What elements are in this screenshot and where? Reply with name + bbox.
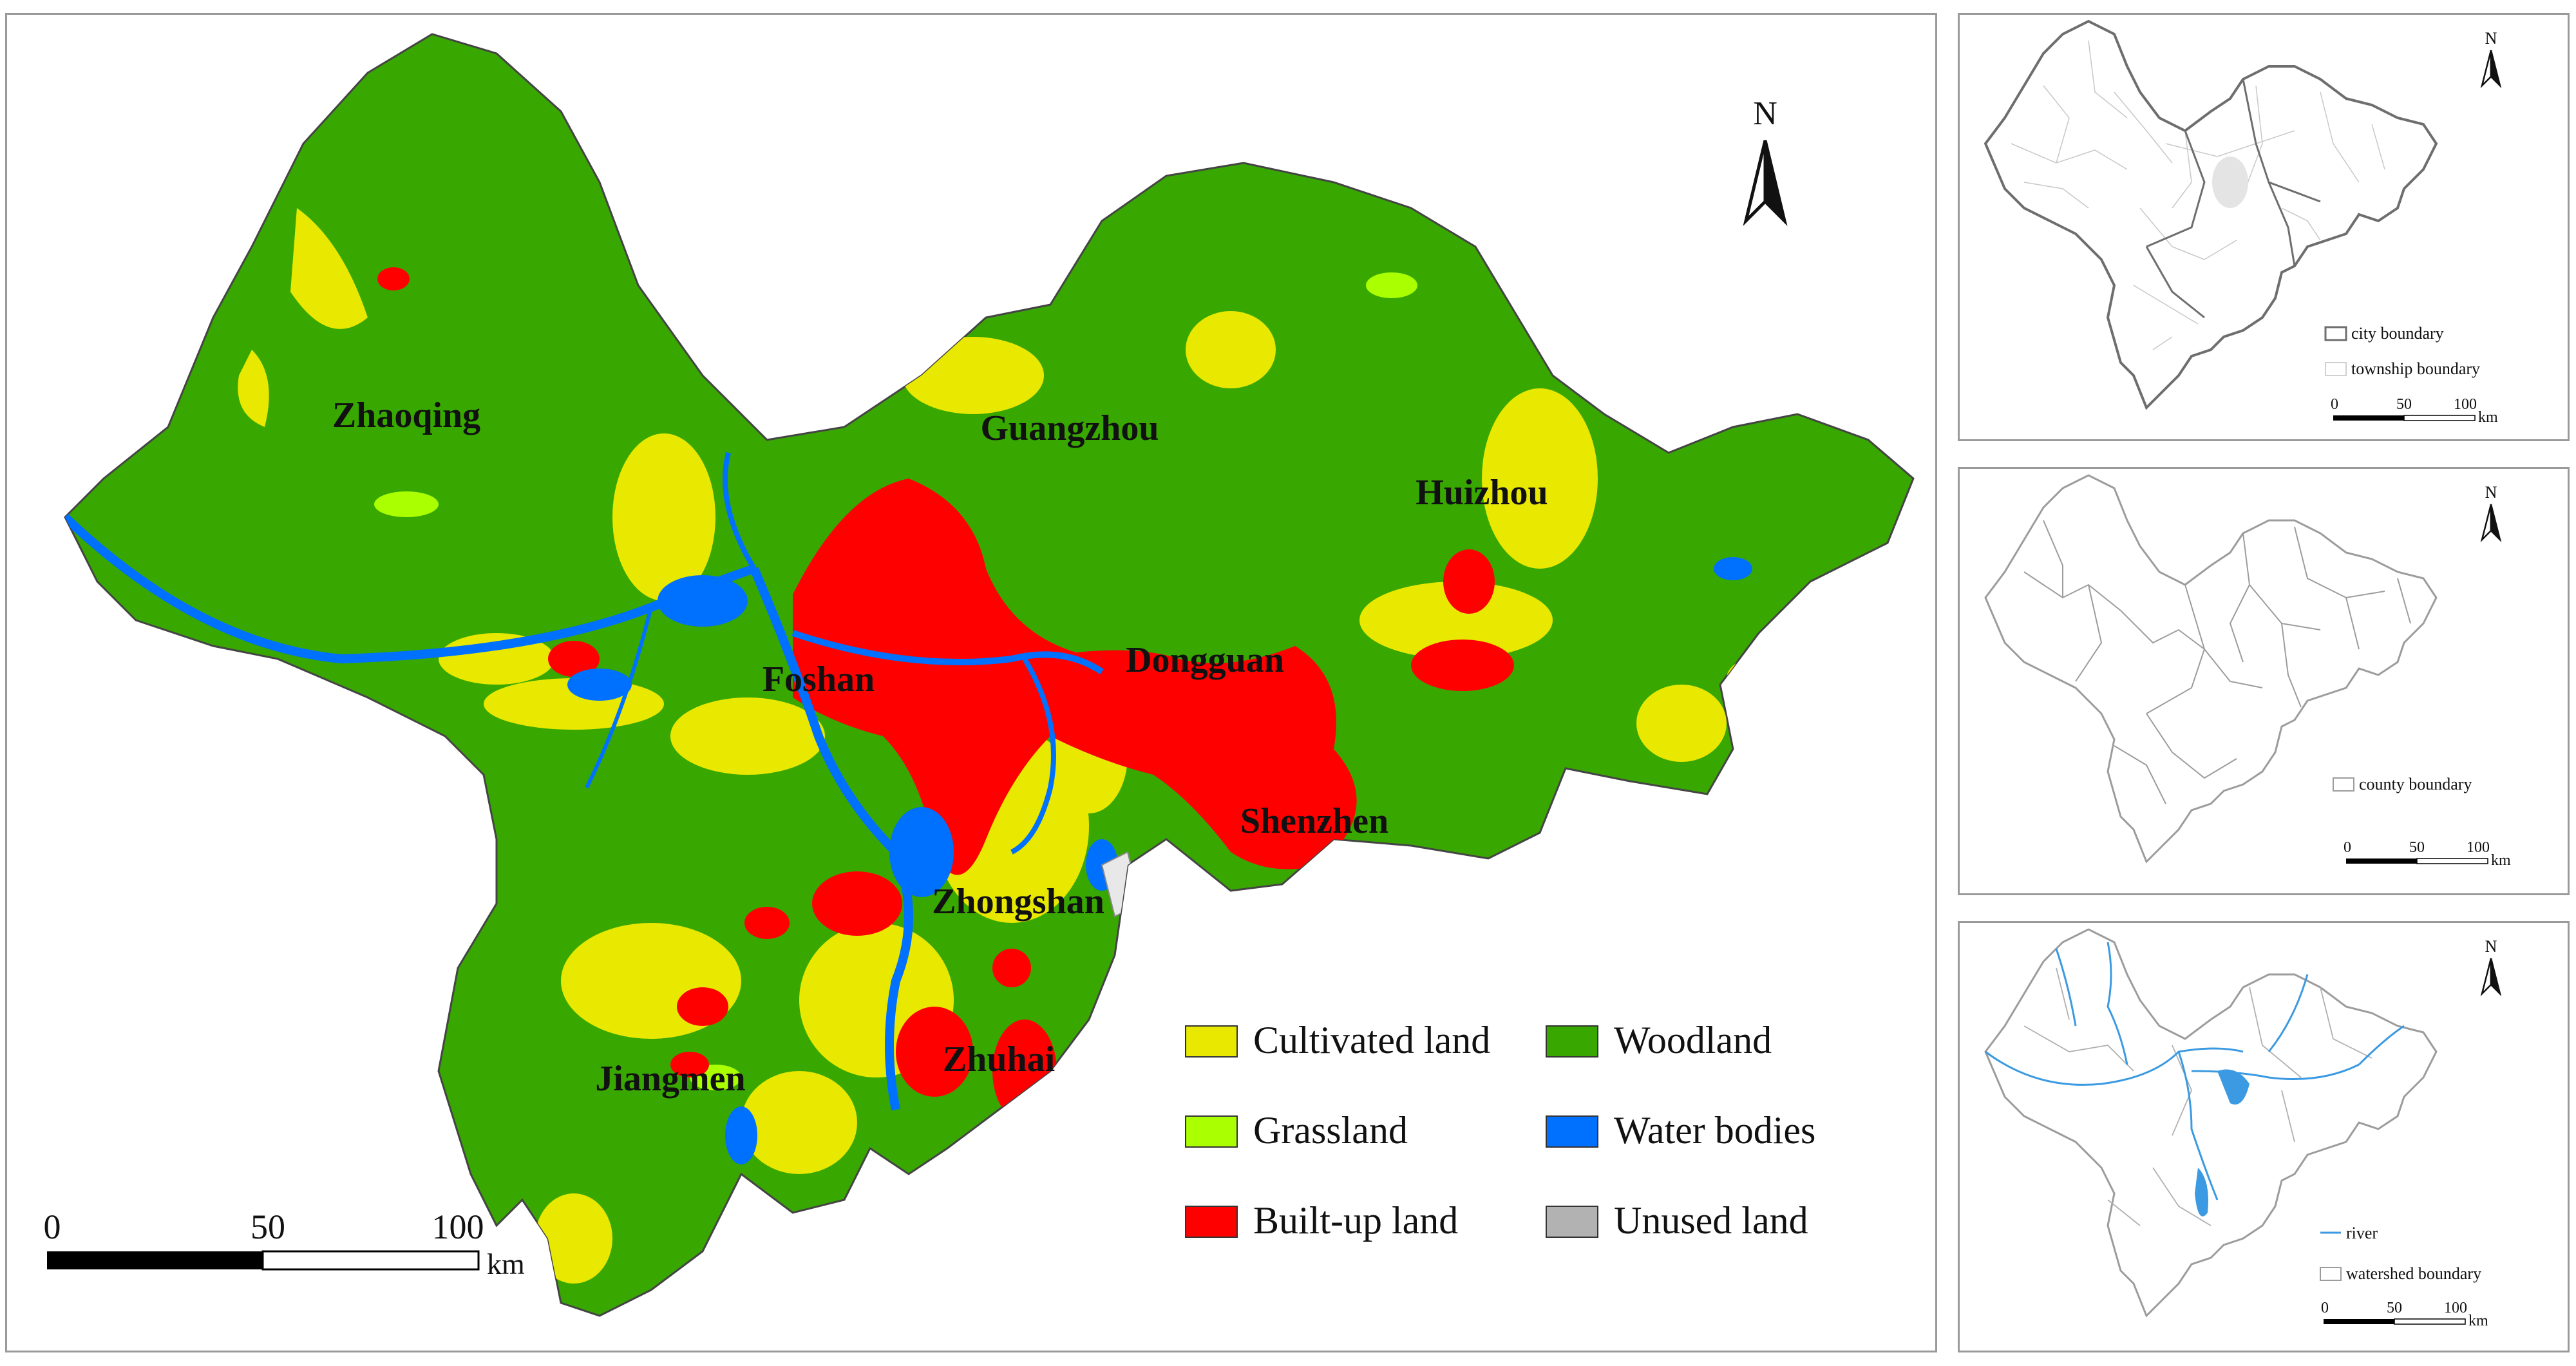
built-up-land-patches (377, 267, 1514, 1123)
svg-text:0: 0 (2331, 396, 2338, 413)
county-boundary-panel: N county boundary 0 50 100 km (1958, 467, 2570, 895)
dense-township-area (2212, 157, 2248, 208)
svg-text:N: N (2485, 29, 2497, 48)
svg-text:50: 50 (2409, 839, 2425, 856)
county-boundary-map: N county boundary 0 50 100 km (1984, 474, 2511, 869)
north-arrow-icon: N (1743, 95, 1788, 227)
scale-bar: 0 50 100 km (2344, 839, 2511, 869)
legend-unused-land: Unused land (1546, 1199, 1808, 1242)
rivers (1985, 942, 2405, 1200)
legend-water-bodies: Water bodies (1546, 1109, 1815, 1152)
svg-text:river: river (2346, 1224, 2378, 1242)
land-use-legend: Cultivated land Woodland Grassland Water… (1185, 1019, 1815, 1242)
svg-text:Grassland: Grassland (1253, 1109, 1408, 1152)
land-use-map: Zhaoqing Guangzhou Huizhou Foshan Donggu… (44, 33, 1915, 1317)
county-outline (1984, 474, 2438, 863)
city-label-zhaoqing: Zhaoqing (332, 395, 480, 435)
township-boundaries (2011, 40, 2385, 350)
svg-text:50: 50 (2387, 1300, 2402, 1316)
city-label-guangzhou: Guangzhou (981, 408, 1159, 448)
svg-text:km: km (2491, 852, 2511, 869)
scale-bar: 0 50 100 km (2321, 1300, 2488, 1329)
land-use-map-panel: Zhaoqing Guangzhou Huizhou Foshan Donggu… (5, 13, 1937, 1352)
watershed-outline (1984, 928, 2438, 1317)
svg-text:km: km (2468, 1313, 2488, 1329)
north-arrow-icon: N (2480, 483, 2502, 543)
city-label-zhuhai: Zhuhai (943, 1039, 1055, 1079)
cultivated-land-patches (238, 208, 1830, 1284)
svg-text:county boundary: county boundary (2359, 775, 2472, 793)
city-label-dongguan: Dongguan (1126, 640, 1284, 680)
svg-text:100: 100 (2444, 1300, 2467, 1316)
svg-text:100: 100 (2467, 839, 2490, 856)
svg-text:Built-up land: Built-up land (1253, 1199, 1458, 1242)
watershed-panel: N river watershed boundary 0 50 100 km (1958, 921, 2570, 1352)
watershed-panel-legend: river watershed boundary (2320, 1224, 2481, 1283)
city-label-huizhou: Huizhou (1416, 473, 1548, 513)
legend-woodland: Woodland (1546, 1019, 1772, 1061)
svg-text:N: N (2485, 937, 2497, 956)
city-boundary-panel: N city boundary township boundary 0 50 1… (1958, 13, 2570, 441)
city-label-zhongshan: Zhongshan (932, 882, 1104, 922)
city-internal-boundaries (2145, 79, 2321, 319)
river-estuary (2195, 1069, 2249, 1217)
svg-text:Cultivated land: Cultivated land (1253, 1019, 1490, 1061)
svg-text:Unused land: Unused land (1614, 1199, 1808, 1242)
svg-text:watershed boundary: watershed boundary (2346, 1264, 2481, 1283)
svg-text:N: N (2485, 483, 2497, 502)
water-bodies (65, 452, 1104, 1111)
svg-text:Water bodies: Water bodies (1614, 1109, 1815, 1152)
legend-built-up-land: Built-up land (1185, 1199, 1458, 1242)
scale-bar: 0 50 100 km (44, 1208, 526, 1280)
county-boundaries (2023, 520, 2411, 804)
svg-text:0: 0 (2344, 839, 2351, 856)
scale-bar: 0 50 100 km (2331, 396, 2498, 426)
north-arrow-icon: N (2480, 937, 2502, 997)
north-arrow-icon: N (2480, 29, 2502, 89)
legend-grassland: Grassland (1185, 1109, 1408, 1152)
city-panel-legend: city boundary township boundary (2324, 324, 2480, 378)
county-panel-legend: county boundary (2333, 775, 2472, 793)
city-boundary-map: N city boundary township boundary 0 50 1… (1984, 20, 2502, 426)
svg-text:city boundary: city boundary (2351, 324, 2444, 343)
legend-cultivated-land: Cultivated land (1185, 1019, 1490, 1061)
scale-tick-100: 100 (432, 1208, 484, 1246)
scale-tick-50: 50 (251, 1208, 285, 1246)
city-label-jiangmen: Jiangmen (595, 1059, 745, 1099)
watershed-map: N river watershed boundary 0 50 100 km (1984, 928, 2502, 1329)
svg-text:0: 0 (2321, 1300, 2329, 1316)
scale-unit: km (487, 1247, 525, 1280)
svg-text:100: 100 (2454, 396, 2477, 413)
svg-text:township boundary: township boundary (2351, 359, 2480, 378)
svg-text:Woodland: Woodland (1614, 1019, 1772, 1061)
scale-tick-0: 0 (44, 1208, 61, 1246)
city-label-foshan: Foshan (762, 659, 875, 699)
svg-text:N: N (1753, 95, 1777, 132)
water-patches (567, 557, 1752, 1164)
watershed-boundaries (2023, 967, 2372, 1226)
svg-text:50: 50 (2396, 396, 2412, 413)
city-boundary-outline (1984, 20, 2438, 409)
city-label-shenzhen: Shenzhen (1240, 801, 1388, 841)
svg-text:km: km (2478, 409, 2498, 426)
